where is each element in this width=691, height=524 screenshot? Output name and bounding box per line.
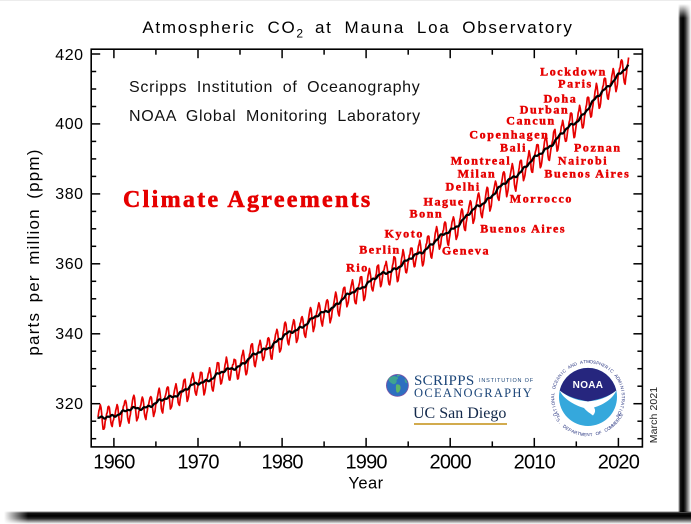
svg-text:M: M	[586, 359, 590, 364]
svg-text:O: O	[589, 359, 593, 364]
svg-text:T: T	[583, 359, 586, 364]
svg-text:S: S	[621, 392, 626, 395]
svg-text:A: A	[550, 395, 555, 398]
svg-text:N: N	[619, 385, 625, 389]
svg-text:C: C	[561, 367, 567, 373]
svg-text:E: E	[618, 412, 624, 417]
svg-text:S: S	[593, 359, 597, 364]
svg-text:T: T	[619, 404, 625, 408]
svg-text:C: C	[552, 381, 558, 387]
svg-text:I: I	[618, 382, 623, 385]
svg-text:O: O	[606, 425, 612, 431]
svg-text:E: E	[583, 431, 586, 436]
svg-text:E: E	[601, 362, 606, 368]
svg-text:I: I	[607, 366, 611, 371]
svg-text:N: N	[570, 362, 575, 368]
svg-text:H: H	[598, 361, 603, 367]
svg-text:T: T	[577, 430, 581, 436]
svg-text:I: I	[551, 405, 556, 408]
svg-text:.: .	[554, 415, 559, 419]
svg-text:A: A	[570, 428, 575, 434]
svg-text:O: O	[551, 384, 557, 389]
svg-text:N: N	[615, 412, 621, 417]
svg-text:N: N	[557, 372, 563, 378]
svg-text:O: O	[616, 410, 622, 416]
svg-text:F: F	[598, 429, 602, 435]
svg-text:M: M	[611, 421, 617, 427]
svg-text:S: S	[555, 417, 561, 422]
svg-text:E: E	[553, 378, 559, 383]
svg-text:T: T	[590, 431, 593, 436]
svg-text:A: A	[613, 373, 619, 378]
svg-text:C: C	[617, 414, 623, 420]
svg-text:O: O	[550, 400, 556, 405]
svg-text:N: N	[550, 398, 555, 402]
svg-text:C: C	[603, 426, 609, 432]
svg-text:R: R	[604, 364, 610, 370]
svg-text:A: A	[580, 359, 584, 364]
svg-text:E: E	[613, 419, 619, 425]
svg-text:R: R	[573, 429, 578, 435]
svg-text:L: L	[550, 391, 555, 394]
svg-text:I: I	[560, 371, 565, 375]
svg-text:A: A	[554, 410, 560, 415]
svg-text:C: C	[609, 368, 615, 374]
svg-text:O: O	[595, 430, 600, 436]
svg-text:U: U	[552, 412, 558, 417]
svg-text:T: T	[621, 395, 626, 398]
svg-text:M: M	[608, 423, 614, 429]
svg-text:R: R	[620, 398, 625, 402]
svg-text:T: T	[552, 407, 558, 412]
svg-text:I: I	[618, 408, 623, 411]
svg-text:A: A	[555, 375, 561, 380]
svg-text:M: M	[617, 378, 623, 384]
svg-text:A: A	[620, 401, 625, 405]
svg-text:A: A	[567, 364, 572, 370]
svg-text:P: P	[567, 427, 572, 433]
svg-text:NOAA: NOAA	[573, 380, 604, 391]
svg-text:R: R	[615, 416, 621, 422]
svg-text:E: E	[565, 425, 570, 431]
svg-text:D: D	[562, 423, 568, 429]
svg-text:N: N	[555, 412, 561, 417]
svg-text:D: D	[573, 360, 579, 366]
svg-text:D: D	[615, 375, 621, 381]
svg-text:P: P	[596, 360, 600, 366]
svg-text:N: N	[586, 432, 589, 437]
svg-text:M: M	[579, 431, 584, 437]
svg-text:.: .	[558, 420, 563, 424]
svg-text:I: I	[620, 389, 625, 391]
